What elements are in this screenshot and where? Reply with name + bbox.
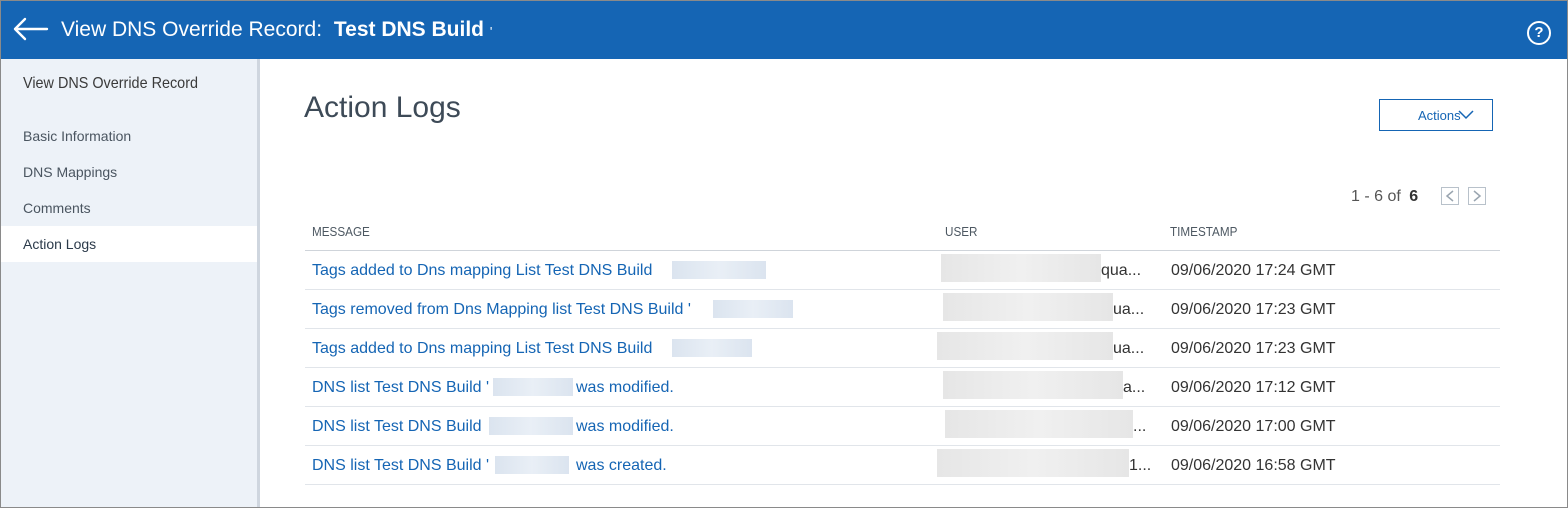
column-header-message[interactable]: MESSAGE bbox=[312, 224, 370, 239]
redacted-user bbox=[945, 410, 1133, 438]
redacted-text bbox=[672, 339, 752, 357]
log-message-link[interactable]: DNS list Test DNS Build ' bbox=[312, 457, 490, 474]
log-message-link[interactable]: Tags removed from Dns Mapping list Test … bbox=[312, 301, 691, 318]
timestamp-cell: 09/06/2020 17:12 GMT bbox=[1171, 379, 1336, 396]
table-row: Tags removed from Dns Mapping list Test … bbox=[305, 290, 1500, 329]
pagination-summary: 1 - 6 of 6 bbox=[1351, 188, 1418, 206]
user-name: ua... bbox=[1113, 340, 1145, 357]
timestamp-cell: 09/06/2020 17:24 GMT bbox=[1171, 262, 1336, 279]
log-message-link[interactable]: DNS list Test DNS Build ' bbox=[312, 379, 490, 396]
header-title-lead: View DNS Override Record: bbox=[61, 18, 323, 41]
redacted-text bbox=[672, 261, 766, 279]
user-name: a... bbox=[1123, 379, 1146, 396]
log-message-link[interactable]: Tags added to Dns mapping List Test DNS … bbox=[312, 262, 653, 279]
timestamp-cell: 09/06/2020 17:23 GMT bbox=[1171, 340, 1336, 357]
column-header-timestamp[interactable]: TIMESTAMP bbox=[1170, 224, 1238, 239]
page-header-title: View DNS Override Record: Test DNS Build… bbox=[61, 18, 492, 42]
user-name: qua... bbox=[1101, 262, 1142, 279]
sidebar-item-action-logs[interactable]: Action Logs bbox=[1, 226, 257, 262]
sidebar-heading: View DNS Override Record bbox=[23, 75, 198, 92]
header-record-name: Test DNS Build bbox=[333, 18, 485, 41]
header-bar: View DNS Override Record: Test DNS Build… bbox=[1, 1, 1567, 59]
user-name: ua... bbox=[1113, 301, 1145, 318]
sidebar-item-dns-mappings[interactable]: DNS Mappings bbox=[1, 154, 257, 190]
table-row: DNS list Test DNS Build was modified. ..… bbox=[305, 407, 1500, 446]
sidebar: View DNS Override Record Basic Informati… bbox=[1, 59, 260, 507]
table-row: Tags added to Dns mapping List Test DNS … bbox=[305, 329, 1500, 368]
redacted-text bbox=[493, 378, 573, 396]
pagination-total: 6 bbox=[1409, 188, 1419, 205]
user-name: ... bbox=[1133, 418, 1147, 435]
help-button[interactable]: ? bbox=[1527, 21, 1551, 45]
header-title-suffix: ' bbox=[489, 24, 493, 39]
log-message-link[interactable]: Tags added to Dns mapping List Test DNS … bbox=[312, 340, 653, 357]
page-title: Action Logs bbox=[304, 91, 461, 124]
redacted-text bbox=[713, 300, 793, 318]
user-name: 1... bbox=[1129, 457, 1152, 474]
sidebar-item-basic-information[interactable]: Basic Information bbox=[1, 118, 257, 154]
table-header-divider bbox=[305, 250, 1500, 251]
table-row: DNS list Test DNS Build ' was created. 1… bbox=[305, 446, 1500, 485]
sidebar-item-label: DNS Mappings bbox=[23, 164, 118, 180]
log-message-link[interactable]: DNS list Test DNS Build bbox=[312, 418, 482, 435]
table-row: Tags added to Dns mapping List Test DNS … bbox=[305, 251, 1500, 290]
timestamp-cell: 09/06/2020 17:00 GMT bbox=[1171, 418, 1336, 435]
sidebar-item-label: Action Logs bbox=[23, 236, 97, 252]
sidebar-item-label: Comments bbox=[23, 200, 91, 216]
back-button[interactable] bbox=[13, 13, 49, 45]
actions-dropdown-button[interactable]: Actions bbox=[1379, 99, 1493, 131]
pagination-range: 1 - 6 of bbox=[1351, 188, 1401, 205]
redacted-user bbox=[937, 449, 1129, 477]
actions-button-label: Actions bbox=[1418, 108, 1461, 123]
redacted-user bbox=[937, 332, 1113, 360]
chevron-left-icon bbox=[1445, 190, 1454, 202]
chevron-down-icon bbox=[1458, 110, 1474, 120]
question-circle-icon: ? bbox=[1534, 24, 1544, 41]
redacted-text bbox=[489, 417, 573, 435]
log-message-tail[interactable]: was modified. bbox=[576, 379, 674, 396]
redacted-user bbox=[943, 371, 1123, 399]
redacted-text bbox=[495, 456, 569, 474]
table-row: DNS list Test DNS Build ' was modified. … bbox=[305, 368, 1500, 407]
sidebar-item-comments[interactable]: Comments bbox=[1, 190, 257, 226]
previous-page-button[interactable] bbox=[1441, 187, 1459, 205]
log-message-tail[interactable]: was created. bbox=[576, 457, 667, 474]
timestamp-cell: 09/06/2020 17:23 GMT bbox=[1171, 301, 1336, 318]
timestamp-cell: 09/06/2020 16:58 GMT bbox=[1171, 457, 1336, 474]
sidebar-item-label: Basic Information bbox=[23, 128, 132, 144]
redacted-user bbox=[941, 254, 1101, 282]
log-message-tail[interactable]: was modified. bbox=[576, 418, 674, 435]
redacted-user bbox=[943, 293, 1113, 321]
chevron-right-icon bbox=[1473, 190, 1482, 202]
next-page-button[interactable] bbox=[1468, 187, 1486, 205]
column-header-user[interactable]: USER bbox=[945, 224, 978, 239]
arrow-left-icon bbox=[13, 17, 49, 41]
